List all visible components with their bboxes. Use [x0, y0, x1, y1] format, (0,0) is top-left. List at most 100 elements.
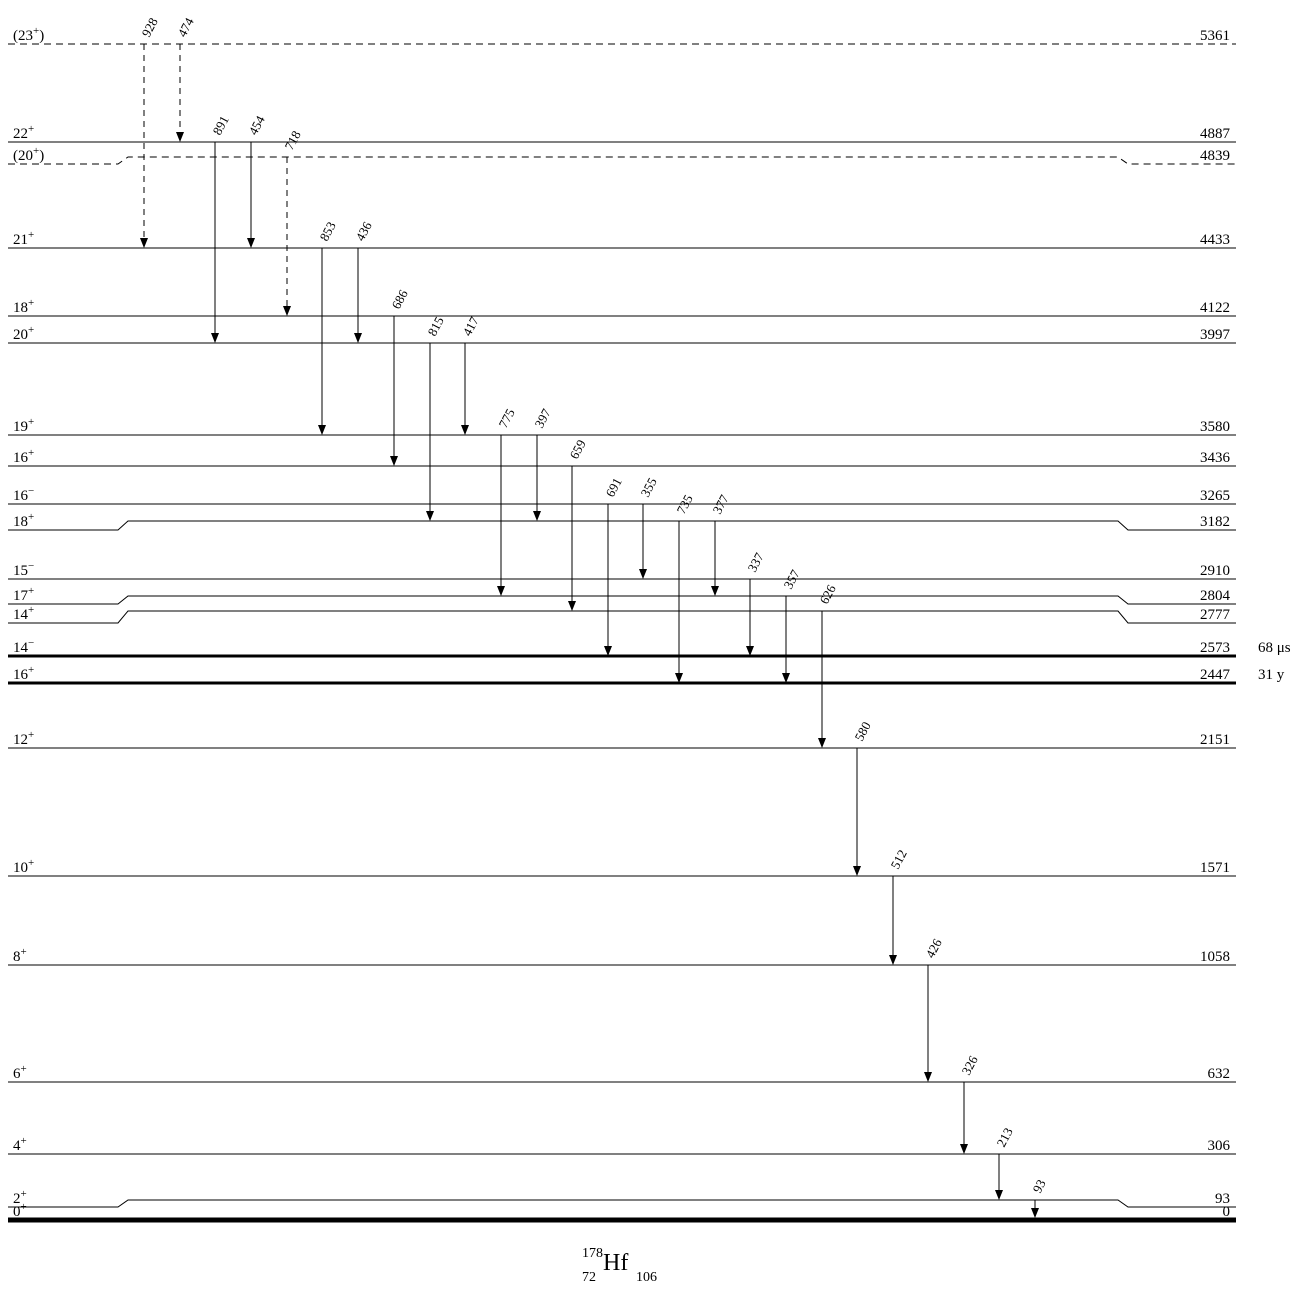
spin-label: (23+) — [13, 25, 44, 44]
level-line — [8, 520, 1236, 531]
level-4122: 18+ 4122 — [8, 297, 1236, 317]
level-0: 0+ 0 — [8, 1201, 1236, 1223]
transition-512: 512 — [887, 847, 910, 965]
energy-label: 306 — [1208, 1138, 1231, 1154]
level-4433: 21+ 4433 — [8, 229, 1236, 249]
energy-label: 2777 — [1200, 607, 1231, 623]
half-life-label: 31 y — [1258, 667, 1285, 683]
transition-436: 436 — [352, 219, 375, 343]
energy-label: 2447 — [1200, 667, 1231, 683]
spin-label: 10+ — [13, 857, 34, 876]
spin-label: 14+ — [13, 604, 34, 623]
gamma-energy-label: 213 — [993, 1125, 1015, 1149]
transition-853: 853 — [316, 219, 339, 435]
spin-label: 17+ — [13, 585, 34, 604]
nuclide-mass-number: 178 — [582, 1246, 603, 1261]
nuclide-symbol: Hf — [603, 1250, 629, 1276]
level-line — [8, 1199, 1236, 1208]
levels-layer: (23+) 5361 22+ 4887 (20+) 4839 21+ 4433 18+ 4122 2… — [8, 25, 1291, 1223]
energy-label: 2804 — [1200, 588, 1231, 604]
nuclide-atomic-number: 72 — [582, 1270, 596, 1285]
gamma-energy-label: 718 — [281, 128, 303, 152]
spin-label: 0+ — [13, 1201, 27, 1220]
gamma-energy-label: 626 — [816, 582, 839, 607]
nuclide-neutron-number: 106 — [636, 1270, 657, 1285]
energy-label: 2151 — [1200, 732, 1230, 748]
gamma-energy-label: 735 — [673, 492, 695, 516]
level-line — [8, 610, 1236, 624]
spin-label: 4+ — [13, 1135, 27, 1154]
energy-label: 3436 — [1200, 450, 1231, 466]
transition-426: 426 — [922, 936, 945, 1082]
spin-label: 16+ — [13, 664, 34, 683]
spin-label: 21+ — [13, 229, 34, 248]
transition-691: 691 — [602, 475, 625, 656]
level-line — [8, 595, 1236, 605]
transition-659: 659 — [566, 437, 589, 611]
level-3265: 16− 3265 — [8, 485, 1236, 505]
transition-775: 775 — [495, 406, 518, 596]
energy-label: 4839 — [1200, 148, 1230, 164]
energy-label: 4433 — [1200, 232, 1230, 248]
transition-397: 397 — [531, 406, 554, 521]
level-2447: 16+ 2447 31 y — [8, 664, 1285, 685]
transition-326: 326 — [958, 1053, 981, 1154]
gamma-energy-label: 426 — [922, 936, 945, 961]
level-2573: 14− 2573 68 μs — [8, 637, 1291, 658]
transition-355: 355 — [637, 475, 660, 579]
energy-label: 5361 — [1200, 28, 1230, 44]
transition-891: 891 — [209, 113, 232, 343]
spin-label: 19+ — [13, 416, 34, 435]
energy-label: 3182 — [1200, 514, 1230, 530]
level-2151: 12+ 2151 — [8, 729, 1236, 749]
transition-580: 580 — [851, 719, 874, 876]
energy-label: 1571 — [1200, 860, 1230, 876]
transition-213: 213 — [993, 1125, 1016, 1200]
spin-label: 20+ — [13, 324, 34, 343]
energy-label: 3997 — [1200, 327, 1231, 343]
level-3997: 20+ 3997 — [8, 324, 1236, 344]
transition-417: 417 — [459, 314, 482, 435]
level-2804: 17+ 2804 — [8, 585, 1236, 605]
transition-337: 337 — [744, 550, 767, 656]
gamma-energy-label: 891 — [209, 113, 231, 137]
gamma-energy-label: 691 — [602, 475, 624, 499]
energy-label: 2910 — [1200, 563, 1230, 579]
nuclide-label: 178 72 Hf 106 — [568, 1238, 708, 1288]
spin-label: 18+ — [13, 511, 34, 530]
gamma-energy-label: 337 — [744, 550, 767, 575]
transition-718: 718 — [281, 128, 304, 316]
level-632: 6+ 632 — [8, 1063, 1236, 1083]
gamma-energy-label: 659 — [566, 437, 588, 461]
transition-454: 454 — [245, 113, 268, 248]
level-4887: 22+ 4887 — [8, 123, 1236, 143]
gamma-energy-label: 93 — [1029, 1177, 1048, 1196]
spin-label: 15− — [13, 560, 34, 579]
energy-label: 3580 — [1200, 419, 1230, 435]
level-2910: 15− 2910 — [8, 560, 1236, 580]
level-3580: 19+ 3580 — [8, 416, 1236, 436]
gamma-energy-label: 355 — [637, 475, 659, 499]
level-1571: 10+ 1571 — [8, 857, 1236, 877]
spin-label: 2+ — [13, 1188, 27, 1207]
energy-label: 4887 — [1200, 126, 1231, 142]
energy-label: 632 — [1208, 1066, 1231, 1082]
level-306: 4+ 306 — [8, 1135, 1236, 1155]
spin-label: 16+ — [13, 447, 34, 466]
level-1058: 8+ 1058 — [8, 946, 1236, 966]
transition-93: 93 — [1029, 1177, 1049, 1218]
transition-928: 928 — [138, 15, 161, 248]
transition-357: 357 — [780, 567, 803, 683]
gamma-energy-label: 357 — [780, 567, 803, 592]
gamma-energy-label: 454 — [245, 113, 268, 138]
half-life-label: 68 μs — [1258, 640, 1291, 656]
level-2777: 14+ 2777 — [8, 604, 1236, 624]
gamma-energy-label: 580 — [851, 719, 873, 743]
spin-label: 16− — [13, 485, 34, 504]
spin-label: 8+ — [13, 946, 27, 965]
transition-474: 474 — [174, 15, 197, 142]
spin-label: 18+ — [13, 297, 34, 316]
spin-label: 14− — [13, 637, 34, 656]
transition-686: 686 — [388, 287, 411, 466]
